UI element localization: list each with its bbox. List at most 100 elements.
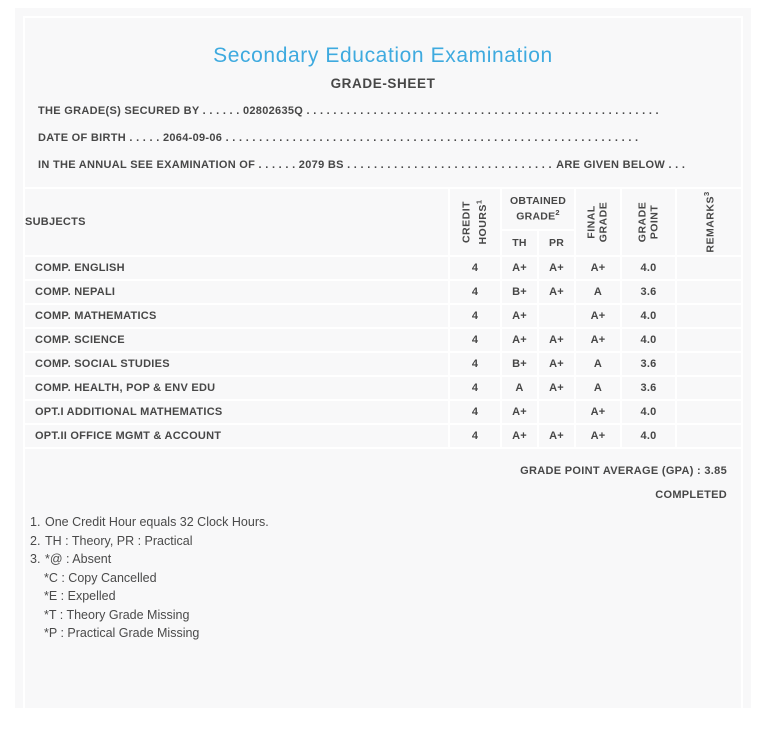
footnote-ref-2: 2 [555, 208, 560, 218]
footnote-number [30, 606, 44, 625]
cell-credit-hours: 4 [448, 327, 500, 351]
column-header-credit-hours: CREDIT HOURS1 [448, 189, 500, 255]
footnote-text: *E : Expelled [44, 589, 116, 603]
cell-grade-point: 3.6 [620, 351, 675, 375]
table-row: COMP. SCIENCE 4 A+ A+ A+ 4.0 [25, 327, 741, 351]
footnote-line: 1. One Credit Hour equals 32 Clock Hours. [30, 513, 741, 532]
cell-credit-hours: 4 [448, 375, 500, 399]
cell-grade-point: 4.0 [620, 327, 675, 351]
cell-pr-grade: A+ [537, 327, 574, 351]
info-line-symbol-number: THE GRADE(S) SECURED BY . . . . . . 0280… [38, 98, 658, 125]
footnote-line: 3. *@ : Absent [30, 550, 741, 569]
cell-grade-point: 4.0 [620, 303, 675, 327]
footnote-line: *C : Copy Cancelled [30, 569, 741, 588]
cell-credit-hours: 4 [448, 399, 500, 423]
cell-subject: COMP. SOCIAL STUDIES [25, 351, 448, 375]
footnote-line: 2. TH : Theory, PR : Practical [30, 532, 741, 551]
grade-sheet-frame: Secondary Education Examination GRADE-SH… [23, 16, 743, 736]
dot-leader: . . . . . . . . . . . . . . . . . . . . … [347, 159, 552, 171]
footnote-line: *E : Expelled [30, 587, 741, 606]
footnote-text: *P : Practical Grade Missing [44, 626, 200, 640]
cell-remarks [675, 375, 741, 399]
page-title: Secondary Education Examination [213, 44, 553, 67]
cell-credit-hours: 4 [448, 303, 500, 327]
table-row: OPT.I ADDITIONAL MATHEMATICS 4 A+ A+ 4.0 [25, 399, 741, 423]
cell-th-grade: A+ [500, 399, 537, 423]
completion-status: COMPLETED [655, 489, 727, 501]
footnote-number [30, 569, 44, 588]
column-header-th: TH [500, 229, 537, 255]
info-line-exam-year: IN THE ANNUAL SEE EXAMINATION OF . . . .… [38, 152, 729, 179]
table-row: COMP. HEALTH, POP & ENV EDU 4 A A+ A 3.6 [25, 375, 741, 399]
cell-pr-grade [537, 399, 574, 423]
footnote-text: *@ : Absent [45, 552, 112, 566]
cell-th-grade: B+ [500, 279, 537, 303]
column-header-pr: PR [537, 229, 574, 255]
cell-credit-hours: 4 [448, 351, 500, 375]
cell-th-grade: A+ [500, 423, 537, 447]
column-header-subjects: SUBJECTS [25, 216, 86, 228]
footnote-text: One Credit Hour equals 32 Clock Hours. [45, 515, 269, 529]
cell-credit-hours: 4 [448, 279, 500, 303]
cell-remarks [675, 303, 741, 327]
cell-grade-point: 4.0 [620, 399, 675, 423]
cell-final-grade: A+ [574, 423, 620, 447]
cell-pr-grade [537, 303, 574, 327]
footnote-number [30, 587, 44, 606]
cell-th-grade: A+ [500, 255, 537, 279]
cell-remarks [675, 423, 741, 447]
cell-final-grade: A+ [574, 399, 620, 423]
cell-grade-point: 3.6 [620, 279, 675, 303]
info-text: DATE OF BIRTH . . . . . 2064-09-06 [38, 132, 223, 144]
column-header-obtained-grade: OBTAINED GRADE2 [500, 189, 574, 229]
student-info: THE GRADE(S) SECURED BY . . . . . . 0280… [38, 98, 729, 179]
footnote-text: *C : Copy Cancelled [44, 570, 157, 585]
dot-leader: . . . . . . . . . . . . . . . . . . . . … [306, 105, 658, 117]
gpa-line: GRADE POINT AVERAGE (GPA) : 3.85 [25, 465, 727, 477]
table-row: COMP. NEPALI 4 B+ A+ A 3.6 [25, 279, 741, 303]
footnotes: 1. One Credit Hour equals 32 Clock Hours.… [30, 513, 741, 643]
cell-th-grade: B+ [500, 351, 537, 375]
table-row: OPT.II OFFICE MGMT & ACCOUNT 4 A+ A+ A+ … [25, 423, 741, 447]
cell-subject: COMP. NEPALI [25, 279, 448, 303]
cell-credit-hours: 4 [448, 423, 500, 447]
cell-pr-grade: A+ [537, 375, 574, 399]
info-text: IN THE ANNUAL SEE EXAMINATION OF . . . .… [38, 159, 344, 171]
table-row: COMP. MATHEMATICS 4 A+ A+ 4.0 [25, 303, 741, 327]
footnote-text: *T : Theory Grade Missing [44, 607, 190, 622]
cell-grade-point: 4.0 [620, 423, 675, 447]
table-row: COMP. SOCIAL STUDIES 4 B+ A+ A 3.6 [25, 351, 741, 375]
cell-remarks [675, 399, 741, 423]
gpa-value: 3.85 [704, 465, 727, 477]
cell-remarks [675, 327, 741, 351]
cell-remarks [675, 351, 741, 375]
cell-th-grade: A+ [500, 327, 537, 351]
cell-pr-grade: A+ [537, 255, 574, 279]
column-header-final-grade: FINAL GRADE [574, 189, 620, 255]
footnote-number: 2. [30, 533, 41, 548]
info-text: THE GRADE(S) SECURED BY . . . . . . 0280… [38, 105, 304, 117]
cell-subject: OPT.II OFFICE MGMT & ACCOUNT [25, 423, 448, 447]
cell-pr-grade: A+ [537, 423, 574, 447]
cell-subject: COMP. SCIENCE [25, 327, 448, 351]
cell-final-grade: A [574, 279, 620, 303]
info-suffix: ARE GIVEN BELOW . . . [556, 159, 686, 171]
cell-grade-point: 4.0 [620, 255, 675, 279]
grade-sheet-panel: Secondary Education Examination GRADE-SH… [15, 8, 751, 736]
footnote-ref-1: 1 [473, 199, 483, 205]
column-header-remarks: REMARKS3 [675, 189, 741, 255]
footnote-number [30, 624, 44, 643]
footnote-line: *T : Theory Grade Missing [30, 606, 741, 625]
cell-credit-hours: 4 [448, 255, 500, 279]
cell-subject: OPT.I ADDITIONAL MATHEMATICS [25, 399, 448, 423]
grades-table: SUBJECTS CREDIT HOURS1 OBTAINED GRADE2 FI… [25, 187, 741, 449]
cell-subject: COMP. ENGLISH [25, 255, 448, 279]
footnote-text: TH : Theory, PR : Practical [45, 533, 193, 548]
cell-th-grade: A [500, 375, 537, 399]
cell-subject: COMP. HEALTH, POP & ENV EDU [25, 375, 448, 399]
column-header-grade-point: GRADE POINT [620, 189, 675, 255]
cell-final-grade: A+ [574, 255, 620, 279]
cell-remarks [675, 279, 741, 303]
cell-pr-grade: A+ [537, 351, 574, 375]
cell-final-grade: A+ [574, 327, 620, 351]
